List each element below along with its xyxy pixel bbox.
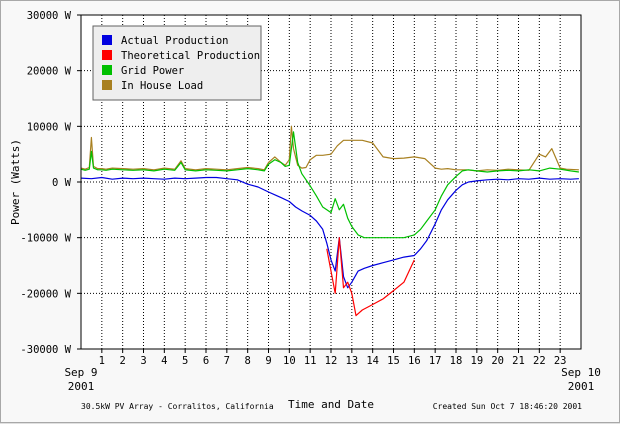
x-tick-label: 14 — [366, 355, 379, 367]
legend-label-load: In House Load — [121, 80, 203, 92]
x-tick-label: 3 — [140, 355, 146, 367]
y-tick-label: -10000 W — [20, 233, 71, 245]
x-tick-label: 21 — [512, 355, 525, 367]
y-tick-label: 30000 W — [27, 10, 72, 22]
x-tick-label: 9 — [265, 355, 271, 367]
series-line-2 — [80, 131, 579, 239]
series-line-1 — [326, 237, 415, 317]
legend-swatch-load — [102, 80, 112, 90]
year-end-label: 2001 — [568, 380, 595, 393]
series-line-0 — [80, 176, 579, 289]
y-tick-label: 10000 W — [27, 121, 72, 133]
legend-label-grid: Grid Power — [121, 65, 184, 77]
x-tick-label: 6 — [203, 355, 209, 367]
y-tick-label: 0 W — [52, 177, 72, 189]
x-tick-label: 17 — [429, 355, 442, 367]
x-tick-label: 4 — [161, 355, 167, 367]
legend-label-theoretical: Theoretical Production — [121, 50, 260, 62]
y-tick-label: -20000 W — [20, 288, 71, 300]
x-tick-label: 15 — [387, 355, 400, 367]
legend-swatch-grid — [102, 65, 112, 75]
footer-left: 30.5kW PV Array - Corralitos, California — [81, 402, 274, 411]
y-tick-label: 20000 W — [27, 66, 72, 78]
x-tick-label: 12 — [325, 355, 338, 367]
x-tick-label: 8 — [245, 355, 251, 367]
date-end-label: Sep 10 — [561, 366, 601, 379]
x-tick-label: 5 — [182, 355, 188, 367]
x-tick-label: 23 — [554, 355, 567, 367]
footer-right: Created Sun Oct 7 18:46:20 2001 — [433, 402, 582, 411]
series-layer — [80, 125, 579, 317]
x-tick-label: 22 — [533, 355, 546, 367]
x-tick-label: 1 — [99, 355, 105, 367]
y-tick-label: -30000 W — [20, 344, 71, 356]
x-tick-label: 20 — [491, 355, 504, 367]
x-tick-label: 13 — [346, 355, 359, 367]
x-tick-label: 2 — [120, 355, 126, 367]
x-tick-label: 7 — [224, 355, 230, 367]
year-start-label: 2001 — [68, 380, 95, 393]
y-axis: 30000 W 20000 W 10000 W 0 W -10000 W -20000 W… — [20, 10, 81, 356]
x-tick-label: 18 — [450, 355, 463, 367]
grid — [81, 15, 581, 349]
y-axis-label: Power (Watts) — [9, 139, 22, 225]
x-tick-label: 19 — [471, 355, 484, 367]
legend-label-actual: Actual Production — [121, 35, 228, 47]
x-tick-label: 11 — [304, 355, 317, 367]
x-axis: 1 2 3 4 5 6 7 8 9 10 11 12 13 14 15 16 17 18 19 20 21 22 23 — [99, 349, 567, 367]
legend-swatch-theoretical — [102, 50, 112, 60]
x-axis-label: Time and Date — [288, 398, 374, 411]
x-tick-label: 10 — [283, 355, 296, 367]
x-tick-label: 16 — [408, 355, 421, 367]
legend-box — [92, 25, 262, 101]
legend: Actual Production Theoretical Production… — [92, 25, 262, 101]
legend-swatch-actual — [102, 35, 112, 45]
date-start-label: Sep 9 — [64, 366, 97, 379]
